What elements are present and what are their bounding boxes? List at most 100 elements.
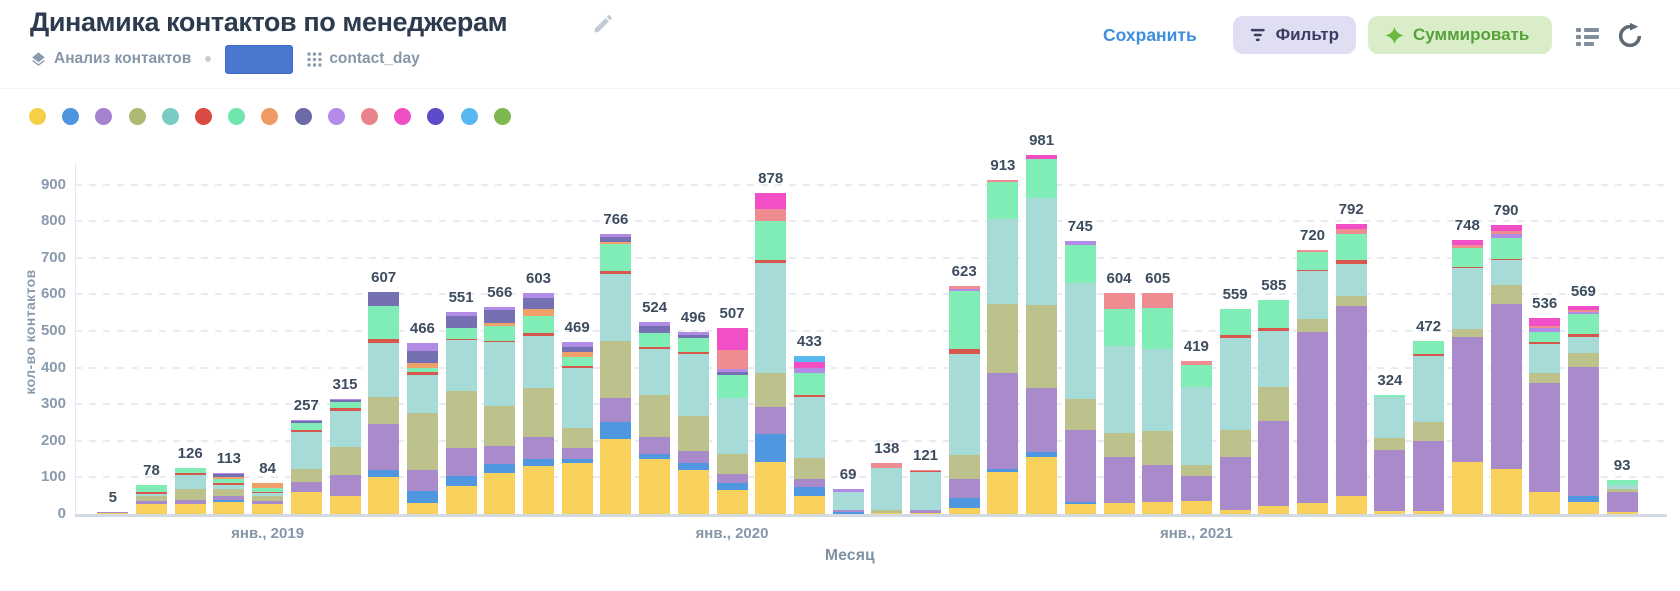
bar-12[interactable]: [523, 293, 554, 514]
bar-28[interactable]: [1142, 292, 1174, 514]
bar-segment: [755, 192, 787, 210]
legend-dot-2[interactable]: [62, 108, 80, 125]
legend-dot-8[interactable]: [261, 108, 279, 125]
bar-segment: [523, 437, 554, 460]
bar-segment: [368, 477, 400, 514]
bar-value-label-35: 472: [1416, 318, 1442, 336]
bar-segment: [600, 233, 632, 237]
bar-segment: [1529, 317, 1561, 326]
bar-22[interactable]: [910, 469, 941, 514]
bar-segment: [755, 259, 787, 263]
bar-segment: [639, 453, 671, 460]
bar-9[interactable]: [406, 343, 438, 514]
bar-6[interactable]: [290, 419, 322, 514]
bar-segment: [677, 332, 709, 336]
bar-15[interactable]: [639, 322, 671, 514]
bar-38[interactable]: [1529, 317, 1561, 514]
legend-dot-7[interactable]: [228, 108, 246, 125]
bar-segment: [1142, 430, 1174, 465]
dataset-name[interactable]: Анализ контактов: [54, 50, 192, 67]
refresh-icon: [1618, 22, 1642, 48]
bar-34[interactable]: [1374, 395, 1406, 514]
bar-segment: [1490, 224, 1522, 231]
bar-25[interactable]: [1026, 154, 1058, 514]
bar-segment: [871, 509, 903, 513]
legend-dot-6[interactable]: [195, 108, 212, 125]
bar-18[interactable]: [755, 192, 787, 514]
bar-19[interactable]: [793, 355, 825, 514]
bar-24[interactable]: [987, 179, 1019, 514]
masked-value-box[interactable]: [225, 44, 294, 74]
legend-dot-13[interactable]: [427, 108, 445, 125]
legend-dot-14[interactable]: [460, 108, 478, 125]
legend-list-button[interactable]: [1576, 27, 1601, 52]
bar-5[interactable]: [252, 483, 284, 514]
bar-segment: [832, 511, 864, 514]
bar-31[interactable]: [1258, 299, 1290, 514]
bar-segment: [832, 491, 864, 510]
bar-26[interactable]: [1064, 241, 1096, 514]
bar-27[interactable]: [1103, 292, 1135, 514]
bar-14[interactable]: [600, 233, 632, 514]
bar-segment: [1374, 397, 1406, 439]
legend-dot-15[interactable]: [493, 108, 511, 125]
bar-7[interactable]: [329, 398, 361, 514]
bar-32[interactable]: [1297, 250, 1328, 514]
bar-11[interactable]: [484, 306, 516, 514]
bar-segment: [755, 209, 787, 222]
bar-1[interactable]: [97, 512, 129, 514]
bar-39[interactable]: [1567, 305, 1599, 514]
legend-dot-10[interactable]: [327, 108, 345, 125]
bar-20[interactable]: [832, 488, 864, 514]
filter-button[interactable]: Фильтр: [1233, 16, 1356, 54]
summarize-button[interactable]: Суммировать: [1368, 16, 1552, 54]
bar-segment: [406, 375, 438, 414]
bar-30[interactable]: [1219, 309, 1251, 514]
bar-segment: [910, 469, 941, 472]
bar-segment: [716, 349, 748, 370]
legend-dot-11[interactable]: [361, 108, 378, 125]
bar-40[interactable]: [1606, 479, 1638, 514]
bar-segment: [329, 407, 361, 411]
bar-13[interactable]: [561, 342, 593, 514]
field-name[interactable]: contact_day: [329, 50, 420, 67]
bar-segment: [174, 474, 206, 489]
legend-dot-9[interactable]: [294, 108, 312, 125]
bar-segment: [1258, 327, 1290, 331]
bar-segment: [948, 497, 980, 508]
bar-segment: [987, 468, 1019, 472]
edit-title-icon[interactable]: [592, 13, 614, 35]
bar-2[interactable]: [136, 485, 167, 514]
bar-segment: [1103, 456, 1135, 503]
bar-segment: [1026, 198, 1058, 306]
bar-segment: [871, 512, 903, 514]
bar-17[interactable]: [716, 328, 748, 514]
grid-field-icon: [307, 51, 322, 67]
bar-segment: [600, 241, 632, 244]
bar-21[interactable]: [871, 463, 903, 514]
bar-36[interactable]: [1451, 240, 1483, 514]
bar-segment: [716, 490, 748, 514]
save-button[interactable]: Сохранить: [1103, 25, 1197, 45]
bar-23[interactable]: [948, 285, 980, 514]
bar-8[interactable]: [368, 291, 400, 514]
bar-segment: [948, 478, 980, 498]
bar-29[interactable]: [1180, 360, 1212, 514]
bar-33[interactable]: [1335, 224, 1367, 514]
bar-16[interactable]: [677, 332, 709, 514]
bar-segment: [445, 312, 477, 316]
bar-35[interactable]: [1413, 341, 1445, 514]
bar-10[interactable]: [445, 312, 477, 514]
legend-dot-12[interactable]: [394, 108, 412, 125]
legend-dot-4[interactable]: [128, 108, 146, 125]
bar-segment: [600, 397, 632, 423]
refresh-button[interactable]: [1616, 22, 1644, 55]
legend-dot-5[interactable]: [161, 108, 179, 125]
legend-dot-3[interactable]: [95, 108, 113, 125]
bar-37[interactable]: [1490, 224, 1522, 514]
bar-3[interactable]: [174, 467, 206, 514]
legend-dot-1[interactable]: [29, 108, 46, 125]
bar-4[interactable]: [213, 472, 245, 514]
bar-value-label-2: 78: [143, 462, 160, 480]
bar-segment: [406, 371, 438, 376]
